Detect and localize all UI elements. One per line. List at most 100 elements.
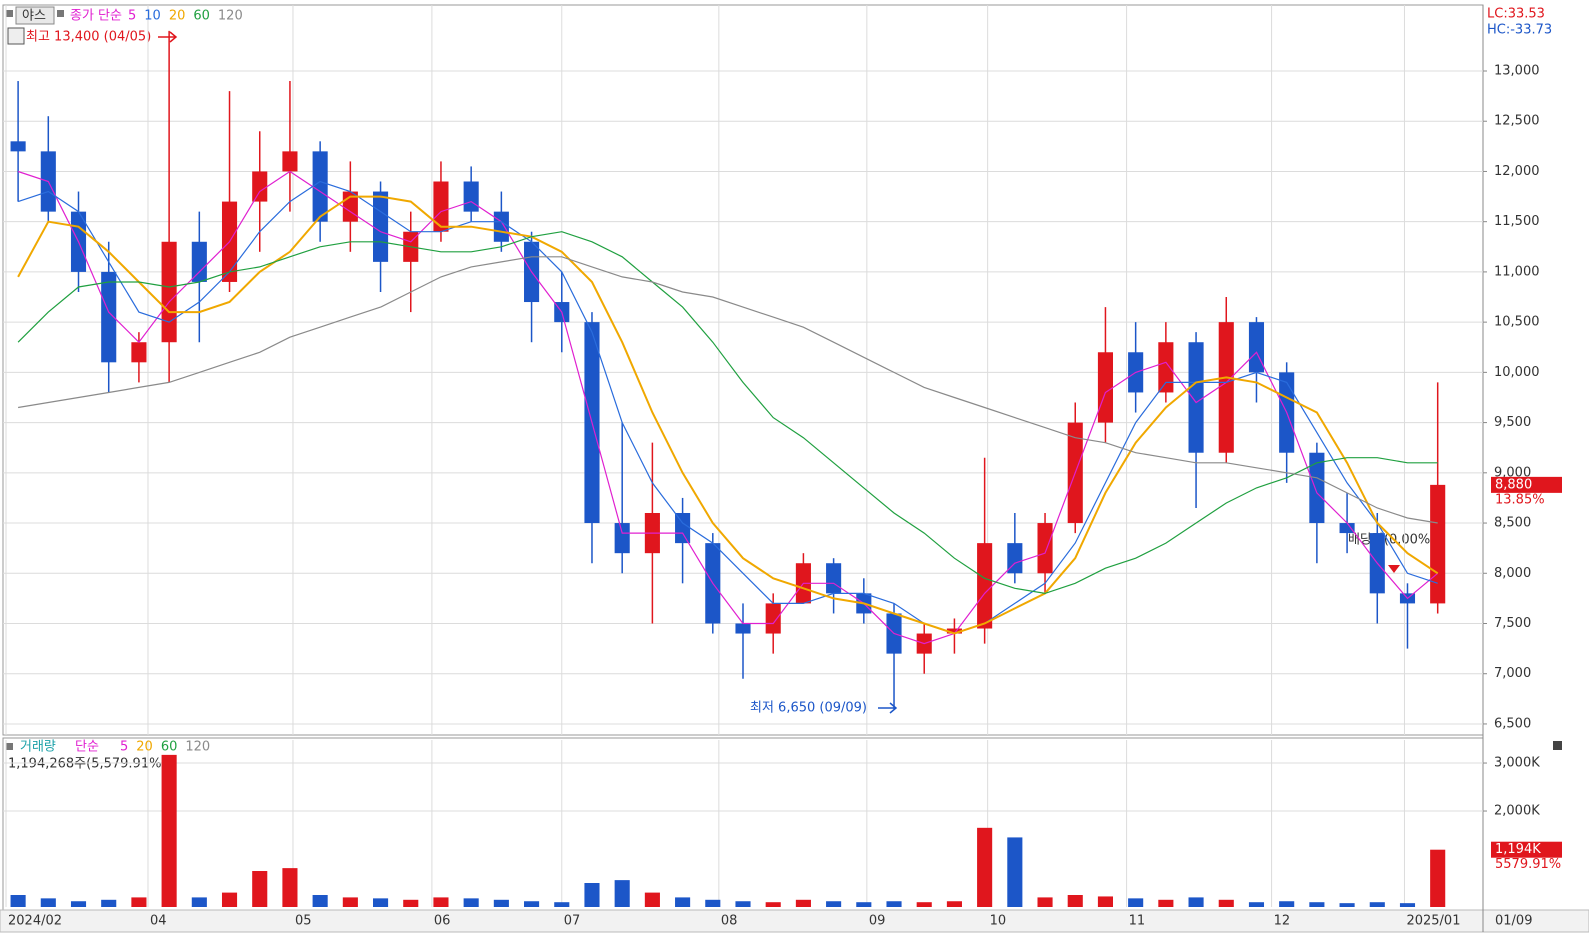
x-axis-band xyxy=(0,909,1589,933)
volume-bar xyxy=(312,895,328,907)
y-tick-label: 8,500 xyxy=(1494,516,1531,531)
volume-bar xyxy=(1097,896,1113,907)
price-tag-label: 8,880 xyxy=(1495,477,1532,492)
candle-body xyxy=(373,191,389,262)
candle-body xyxy=(1248,322,1265,373)
volume-bar xyxy=(1339,903,1355,907)
candle-body xyxy=(765,603,781,634)
y-tick-label: 12,500 xyxy=(1494,114,1540,129)
candle-body xyxy=(735,623,751,634)
legend-icon xyxy=(6,743,13,750)
candle-body xyxy=(312,151,328,222)
volume-bar xyxy=(675,897,691,907)
volume-bar xyxy=(10,895,26,907)
event-marker xyxy=(1388,565,1400,573)
high-arrow xyxy=(158,31,178,43)
candle-body xyxy=(614,523,630,554)
x-tick-label: 06 xyxy=(434,914,451,929)
candle-body xyxy=(826,563,842,594)
volume-bar xyxy=(493,899,509,907)
y-tick-label: 9,500 xyxy=(1494,415,1531,430)
event-annotation: 배당락(0.00%) xyxy=(1348,533,1435,548)
y-tick-label: 6,500 xyxy=(1494,716,1531,731)
volume-info: 1,194,268주(5,579.91%) xyxy=(8,757,167,772)
candle-body xyxy=(675,512,691,544)
volume-bar xyxy=(1158,899,1174,907)
y-tick-label: 11,500 xyxy=(1494,214,1540,229)
x-tick-label: 2024/02 xyxy=(8,914,62,929)
volume-bar xyxy=(433,897,449,907)
volume-bar xyxy=(373,898,389,907)
volume-bar xyxy=(826,901,842,907)
candle-body xyxy=(1339,523,1355,534)
candle-body xyxy=(1037,523,1053,574)
volume-bar xyxy=(1188,897,1204,907)
legend-entry: 10 xyxy=(144,9,161,24)
x-tick-label: 09 xyxy=(869,914,886,929)
lc-label: LC:33.53 xyxy=(1487,7,1545,22)
volume-bar xyxy=(463,898,479,907)
y-tick-label: 10,500 xyxy=(1494,315,1540,330)
legend-entry: 5 xyxy=(128,9,136,24)
candle-body xyxy=(493,211,509,242)
volume-bar xyxy=(886,901,902,907)
volume-tag xyxy=(1491,841,1562,858)
volume-bar xyxy=(1399,903,1416,907)
close-icon[interactable] xyxy=(1553,741,1562,750)
candle-body xyxy=(161,241,177,343)
candle-body xyxy=(1309,452,1325,524)
volume-bar xyxy=(1128,898,1144,907)
volume-bar xyxy=(221,892,238,907)
volume-bar xyxy=(40,898,56,907)
y-tick-label: 7,000 xyxy=(1494,666,1531,681)
y-tick-label: 3,000K xyxy=(1494,756,1540,771)
x-tick-label: 11 xyxy=(1129,914,1146,929)
volume-bar xyxy=(1369,902,1385,907)
candle-body xyxy=(1430,484,1446,604)
price-tag xyxy=(1491,476,1562,493)
volume-bar xyxy=(705,899,721,907)
legend-entry: 5 xyxy=(120,740,128,755)
volume-bar xyxy=(977,827,993,907)
low-arrow xyxy=(878,702,898,714)
high-annotation: 최고 13,400 (04/05) xyxy=(26,30,151,45)
candle-body xyxy=(1218,322,1234,453)
candle-body xyxy=(433,181,449,232)
candle-body xyxy=(191,241,207,282)
calendar-icon xyxy=(7,27,25,45)
volume-bar xyxy=(403,899,419,907)
moving-average-line xyxy=(17,231,1438,595)
candle-body xyxy=(252,171,268,202)
legend-icon xyxy=(6,10,13,17)
candle-body xyxy=(463,181,479,212)
y-tick-label: 8,000 xyxy=(1494,566,1531,581)
x-tick-label: 10 xyxy=(990,914,1007,929)
x-tick-label: 12 xyxy=(1274,914,1291,929)
legend-entry: 120 xyxy=(185,740,210,755)
volume-bar xyxy=(946,901,962,907)
candle-body xyxy=(1007,543,1023,574)
volume-bar xyxy=(735,901,751,907)
volume-tag-label: 1,194K xyxy=(1495,842,1541,857)
legend-entry: 20 xyxy=(169,9,186,24)
volume-bar xyxy=(191,897,207,907)
volume-bar xyxy=(554,902,570,907)
y-tick-label: 11,000 xyxy=(1494,264,1540,279)
volume-bar xyxy=(795,899,811,907)
y-tick-label: 7,500 xyxy=(1494,616,1531,631)
volume-bar xyxy=(282,868,298,907)
legend-entry: 120 xyxy=(218,9,243,24)
volume-bar xyxy=(1279,901,1295,907)
candle-body xyxy=(282,151,298,172)
volume-bar xyxy=(584,883,600,907)
legend-entry: 20 xyxy=(136,740,153,755)
legend-entry: 60 xyxy=(193,9,210,24)
moving-average-line xyxy=(17,195,1439,635)
low-annotation: 최저 6,650 (09/09) xyxy=(750,701,867,716)
volume-bar xyxy=(524,901,540,907)
y-tick-label: 13,000 xyxy=(1494,63,1540,78)
candle-body xyxy=(101,271,117,363)
